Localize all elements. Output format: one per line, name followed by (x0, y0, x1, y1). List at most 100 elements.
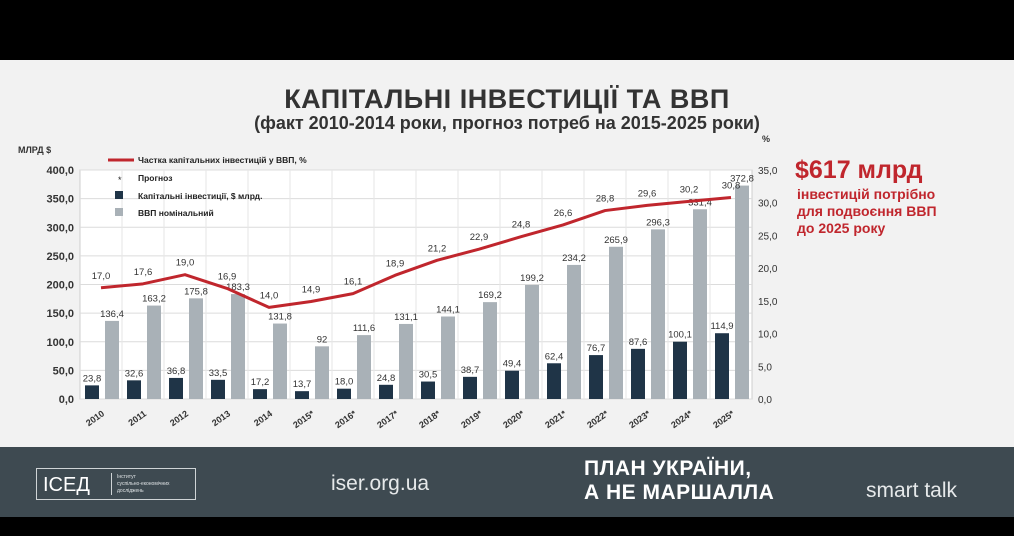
x-tick-label: 2019* (459, 408, 484, 430)
left-tick-label: 50,0 (53, 365, 74, 377)
investment-bar (127, 380, 141, 399)
investment-data-label: 76,7 (587, 343, 606, 354)
investment-bar (673, 341, 687, 399)
share-data-label: 17,0 (92, 271, 111, 282)
x-tick-label: 2016* (333, 408, 358, 430)
legend-bar2-label: ВВП номінальний (138, 208, 214, 218)
x-tick-label: 2011 (126, 408, 148, 427)
right-tick-label: 5,0 (758, 362, 772, 373)
line-series: 17,0 17,6 19,0 16,9 14,0 14,9 16,1 18,9 21,2 22,9… (92, 180, 740, 309)
left-tick-label: 250,0 (46, 251, 74, 263)
x-tick-label: 2021* (543, 408, 568, 430)
investment-data-label: 38,7 (461, 365, 480, 376)
gdp-bar (735, 185, 749, 399)
right-tick-label: 35,0 (758, 166, 778, 177)
left-axis-label: МЛРД $ (18, 145, 51, 155)
gdp-data-label: 136,4 (100, 309, 124, 320)
share-data-label: 28,8 (596, 194, 615, 205)
legend-bar1-label: Капітальні інвестиції, $ млрд. (138, 191, 262, 201)
investment-data-label: 32,6 (125, 368, 144, 379)
x-tick-label: 2010 (84, 408, 106, 428)
x-tick-label: 2022* (585, 408, 610, 430)
share-data-label: 22,9 (470, 232, 489, 243)
right-tick-label: 20,0 (758, 264, 778, 275)
investment-data-label: 49,4 (503, 359, 522, 370)
investment-data-label: 36,8 (167, 366, 186, 377)
investment-bar (505, 370, 519, 399)
iser-logo: ІСЕД Інститут суспільно-економічних досл… (36, 468, 196, 500)
gdp-bar (399, 323, 413, 399)
investment-bar (295, 391, 309, 399)
right-tick-label: 30,0 (758, 199, 778, 210)
right-tick-label: 0,0 (758, 395, 772, 406)
share-data-label: 14,9 (302, 285, 321, 296)
investment-bar (379, 384, 393, 399)
share-data-label: 17,6 (134, 267, 153, 278)
share-data-label: 19,0 (176, 258, 195, 269)
share-data-label: 26,6 (554, 208, 573, 219)
investment-bar (547, 363, 561, 399)
left-tick-label: 350,0 (46, 194, 74, 206)
footer-bar: ІСЕД Інститут суспільно-економічних досл… (0, 447, 1014, 517)
gdp-bar (441, 316, 455, 399)
legend-marker-swatch: * (118, 175, 122, 185)
investment-bar (337, 388, 351, 399)
investment-data-label: 24,8 (377, 373, 396, 384)
investment-data-label: 18,0 (335, 377, 354, 388)
gdp-data-label: 144,1 (436, 305, 460, 316)
right-tick-label: 10,0 (758, 330, 778, 341)
callout-line-2: для подвоєння ВВП (797, 203, 937, 219)
gdp-data-label: 331,4 (688, 197, 712, 208)
gdp-bar (273, 323, 287, 399)
left-tick-label: 100,0 (46, 337, 74, 349)
investment-data-label: 87,6 (629, 337, 648, 348)
gdp-data-label: 265,9 (604, 235, 628, 246)
legend-bar2-swatch (115, 208, 123, 216)
investment-data-label: 30,5 (419, 370, 438, 381)
x-axis-ticks: 2010 2011 2012 2013 2014 2015* 2016* 2017* 2018*… (84, 408, 737, 430)
right-tick-label: 25,0 (758, 231, 778, 242)
logo-divider (111, 473, 112, 495)
gdp-bar (189, 298, 203, 399)
gdp-data-label: 163,2 (142, 294, 166, 305)
legend-line-label: Частка капітальних інвестицій у ВВП, % (138, 155, 307, 165)
chart-subtitle: (факт 2010-2014 роки, прогноз потреб на … (254, 113, 760, 133)
share-data-label: 24,8 (512, 220, 531, 231)
slogan-line-2: А НЕ МАРШАЛЛА (584, 481, 775, 504)
investment-bar (589, 355, 603, 399)
bottom-letterbox (0, 517, 1014, 536)
share-data-label: 21,2 (428, 243, 447, 254)
callout-amount: $617 млрд (795, 156, 923, 184)
x-tick-label: 2015* (291, 408, 316, 430)
gdp-bar (567, 264, 581, 399)
left-tick-label: 150,0 (46, 308, 74, 320)
gdp-data-label: 175,8 (184, 286, 208, 297)
legend-marker-label: Прогноз (138, 173, 172, 183)
investment-bar (211, 379, 225, 399)
left-tick-label: 300,0 (46, 222, 74, 234)
x-tick-label: 2012 (168, 408, 190, 428)
logo-text: ІСЕД (43, 474, 90, 496)
investment-bar (169, 377, 183, 399)
chart-legend: Частка капітальних інвестицій у ВВП, % *… (108, 155, 307, 218)
site-link[interactable]: iser.org.ua (331, 472, 430, 495)
smart-talk-brand: smart talk (866, 479, 958, 502)
investment-bar (421, 381, 435, 399)
share-data-label: 14,0 (260, 290, 279, 301)
investment-data-label: 33,5 (209, 368, 228, 379)
x-tick-label: 2025* (711, 408, 736, 430)
investment-bar (715, 333, 729, 399)
investment-bar (631, 348, 645, 399)
gdp-data-label: 131,1 (394, 312, 418, 323)
legend-bar1-swatch (115, 191, 123, 199)
gdp-bar (609, 246, 623, 399)
investment-data-label: 62,4 (545, 351, 564, 362)
x-tick-label: 2014 (252, 408, 274, 428)
gdp-data-label: 372,8 (730, 174, 754, 185)
gdp-data-label: 183,3 (226, 282, 250, 293)
gdp-data-label: 296,3 (646, 217, 670, 228)
logo-sub-3: досліджень (117, 488, 144, 494)
investment-gdp-chart: МЛРД $ % 400,0 350,0 300,0 250,0 200,0 150,0 1… (18, 134, 778, 430)
investment-bar (85, 385, 99, 399)
left-axis-ticks: 400,0 350,0 300,0 250,0 200,0 150,0 100,0 50,0 0… (46, 165, 74, 406)
